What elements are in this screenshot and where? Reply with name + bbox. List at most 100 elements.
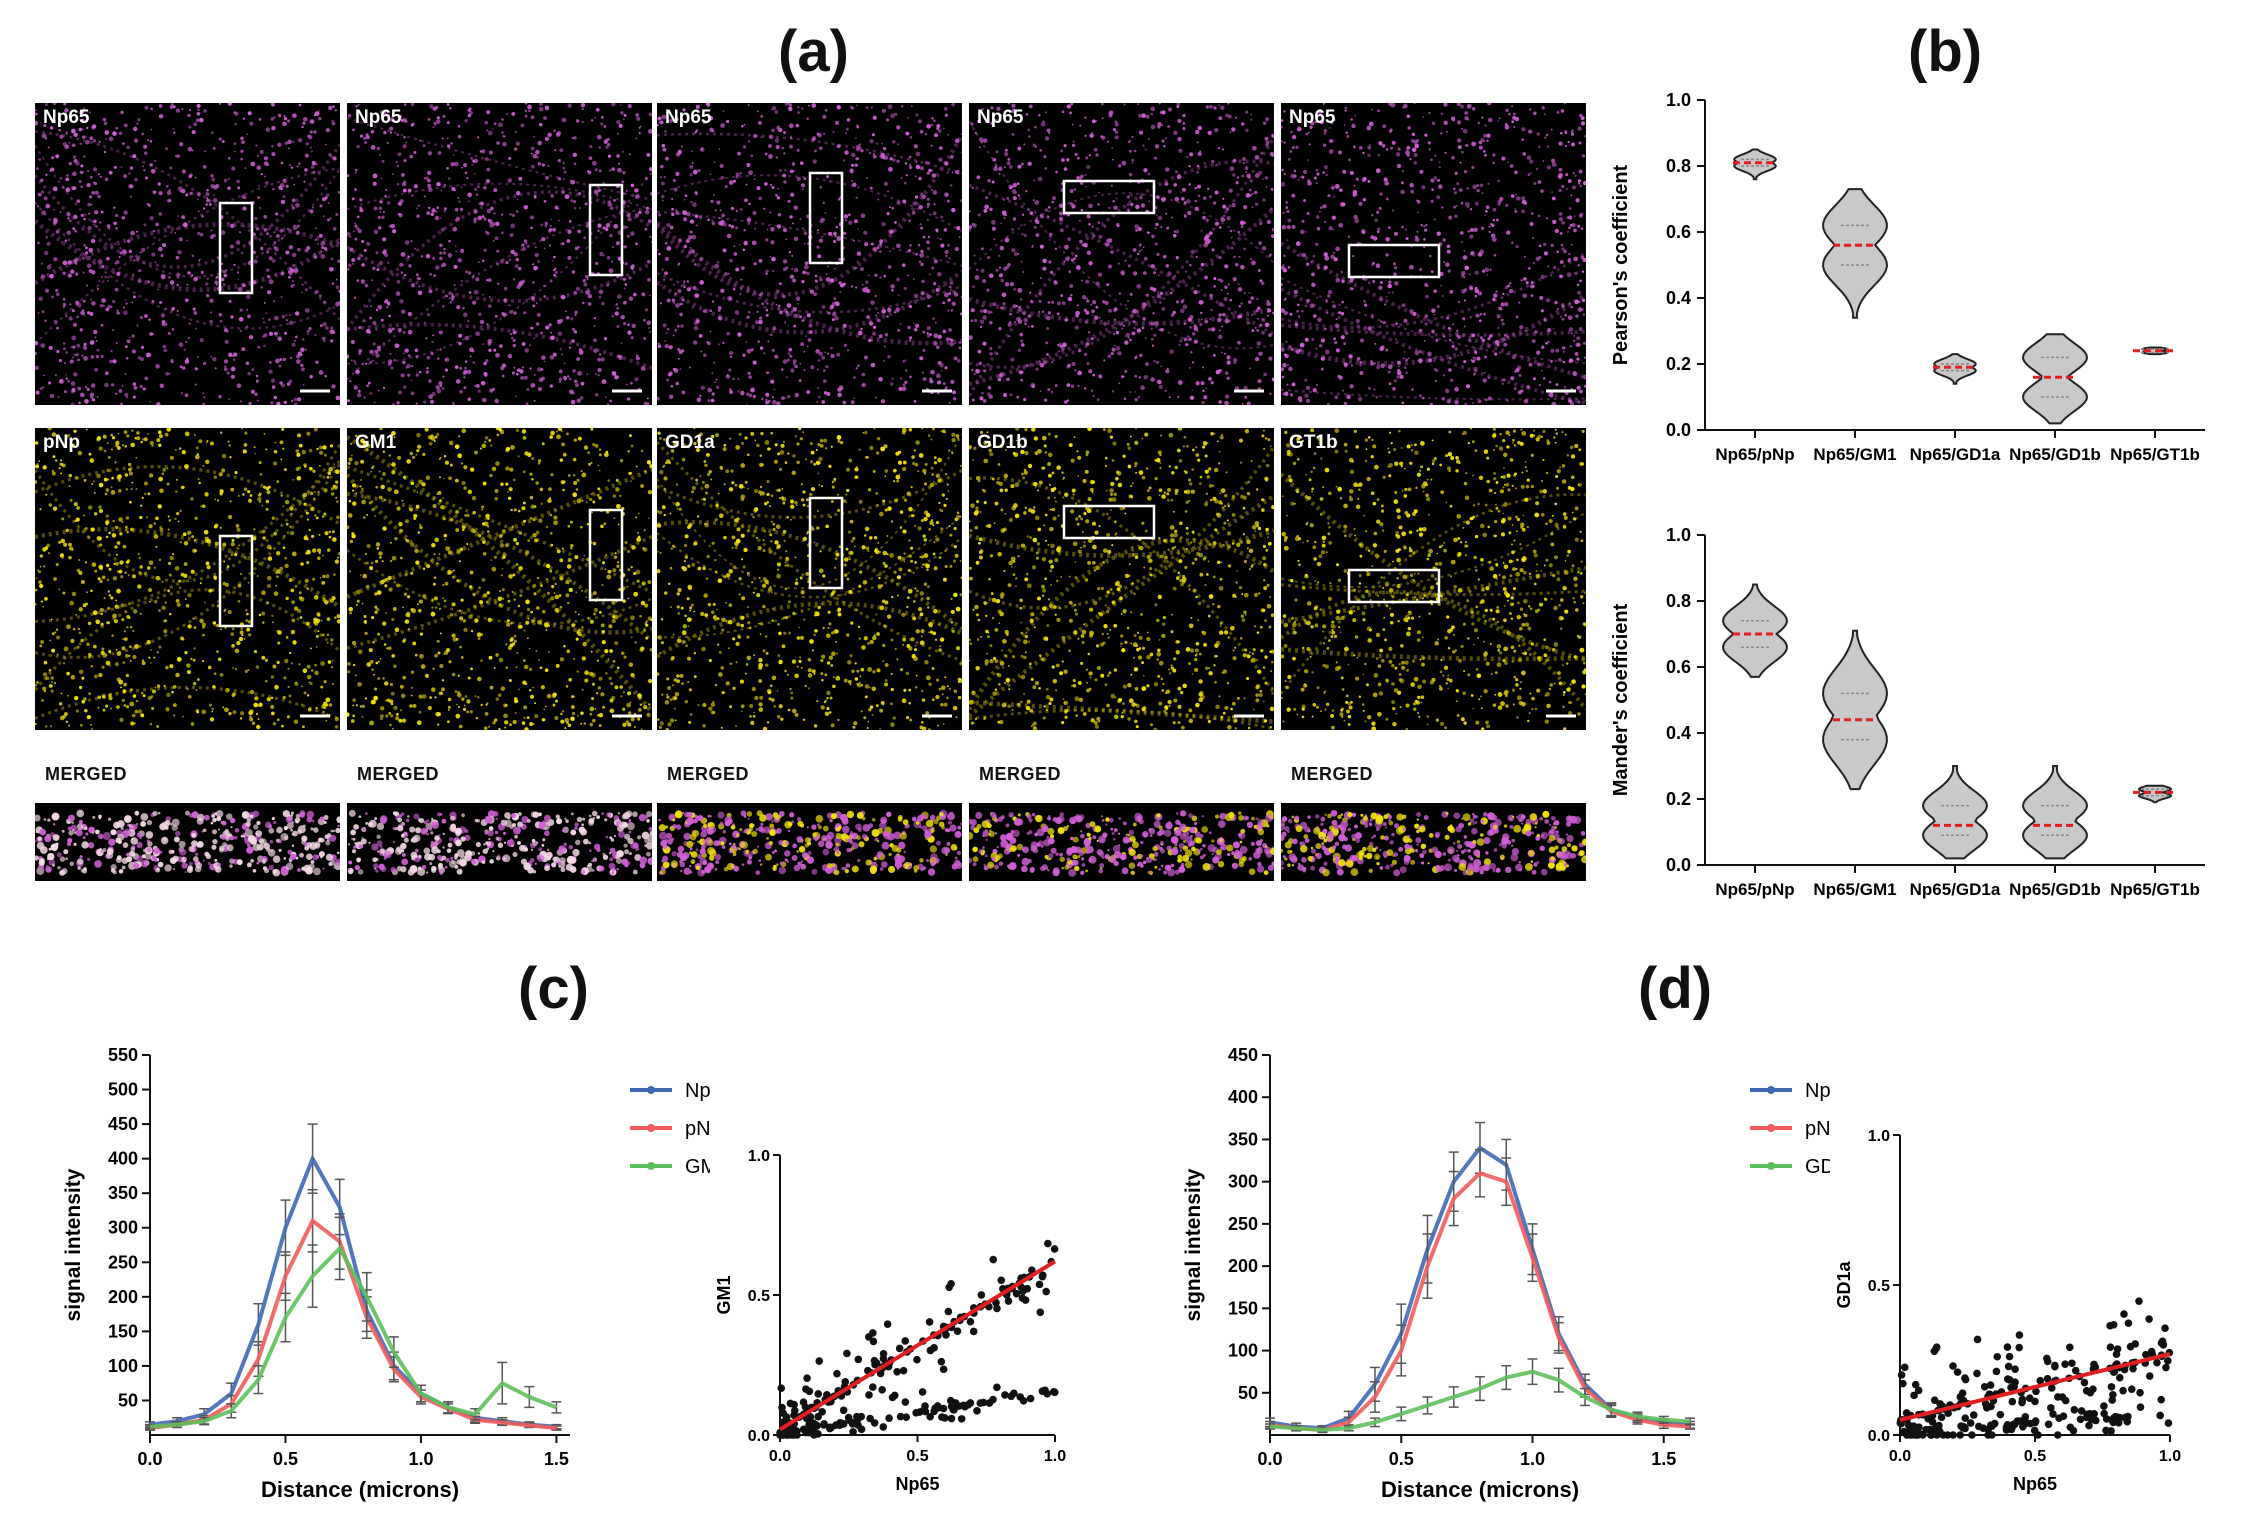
scatter-point <box>993 1383 1001 1392</box>
x-tick-label: 0.0 <box>1257 1449 1282 1469</box>
scatter-point <box>2021 1416 2029 1425</box>
np65-label: Np65 <box>977 107 1024 128</box>
violin-np65-gm1 <box>1822 629 1888 791</box>
np65-label: Np65 <box>43 107 90 128</box>
scatter-point <box>902 1413 911 1421</box>
scatter-point <box>2026 1419 2035 1428</box>
scatter-point <box>2107 1383 2116 1391</box>
scatter-point <box>782 1413 791 1421</box>
scatter-point <box>857 1425 866 1434</box>
scatter-point <box>2100 1402 2108 1410</box>
y-tick-label: 1.0 <box>1666 525 1691 545</box>
axes: 50 100 150 200 250 300 350 400 450 0.0 0.5 1.0 1.5 Di… <box>1182 1045 1690 1502</box>
y-tick-label: 400 <box>108 1149 138 1169</box>
gt1b-label: GT1b <box>1289 432 1338 453</box>
scatter-point <box>2061 1396 2070 1405</box>
scatter-point <box>1969 1411 1978 1419</box>
x-tick-label: Np65/GD1b <box>2009 445 2101 464</box>
scatter-point <box>930 1344 938 1352</box>
series-pnp <box>145 1188 562 1431</box>
scatter-point <box>2049 1410 2057 1418</box>
y-axis-label: GD1a <box>1834 1261 1854 1309</box>
scatter-point <box>2109 1390 2117 1399</box>
scatter-point <box>939 1404 948 1413</box>
np65-image: Np65 <box>969 103 1274 405</box>
y-tick-label: 100 <box>108 1356 138 1376</box>
scatter-point <box>2015 1331 2024 1339</box>
legend-label: pNp <box>1805 1118 1830 1140</box>
y-tick-label: 450 <box>108 1114 138 1134</box>
scatter-point <box>1996 1410 2005 1419</box>
scatter-point <box>869 1329 877 1337</box>
axes: 0.0 0.2 0.4 0.6 0.8 1.0 Mander's coefficient <box>1610 525 2205 875</box>
scatter-point <box>2119 1386 2127 1395</box>
series-line-np65 <box>149 1153 557 1429</box>
scatter-point <box>2015 1343 2023 1352</box>
scatter-point <box>899 1366 908 1375</box>
legend-marker <box>647 1162 655 1170</box>
regression-line <box>1899 1352 2171 1422</box>
scatter-point <box>1924 1415 1933 1423</box>
scatter-point <box>779 1431 788 1439</box>
x-tick-label: 0.0 <box>1889 1448 1911 1465</box>
scatter-point <box>814 1390 823 1398</box>
scatter-point <box>2116 1414 2124 1422</box>
scatter-point <box>895 1344 904 1353</box>
scatter-point <box>973 1407 981 1415</box>
x-tick-label: Np65/GT1b <box>2110 445 2200 464</box>
x-axis-label: Distance (microns) <box>261 1477 459 1502</box>
scatter-point <box>2153 1358 2161 1367</box>
scatter-point <box>1966 1419 1975 1427</box>
scatter-point <box>2043 1354 2051 1363</box>
scatter-point <box>2162 1363 2170 1372</box>
panel-title-a: (a) <box>778 19 849 84</box>
scatter-point <box>997 1276 1006 1285</box>
y-axis-label: Pearson's coefficient <box>1610 164 1632 365</box>
scatter-point <box>865 1391 873 1399</box>
scatter-point <box>879 1349 888 1358</box>
scatter-point <box>921 1402 929 1410</box>
scatter-point <box>806 1413 815 1421</box>
scatter-point <box>957 1415 966 1423</box>
x-tick-label: 1.0 <box>408 1449 433 1469</box>
x-tick-label: 1.0 <box>1520 1449 1545 1469</box>
scatter-point <box>953 1327 962 1335</box>
legend-label: Np65 <box>1805 1080 1830 1102</box>
y-tick-label: 0.4 <box>1666 723 1691 743</box>
scatter-point <box>1004 1297 1013 1305</box>
scatter-point <box>947 1279 955 1288</box>
scatter-point <box>2109 1321 2118 1329</box>
scatter-point <box>2115 1373 2124 1382</box>
series-line-pnp <box>1269 1170 1691 1432</box>
scatter-point <box>827 1423 836 1432</box>
violin-np65-gt1b <box>2137 784 2173 804</box>
scatter-point <box>2106 1343 2115 1352</box>
scatter-points <box>776 1239 1059 1439</box>
y-axis-label: signal intensity <box>62 1168 85 1321</box>
scatter-point <box>2164 1357 2172 1365</box>
y-tick-label: 0.5 <box>1868 1278 1890 1295</box>
pnp-label: pNp <box>43 432 80 453</box>
scatter-point <box>815 1357 824 1365</box>
scatter-point <box>2164 1419 2173 1427</box>
scatter-point <box>799 1398 808 1407</box>
scatter-point <box>946 1396 955 1405</box>
scatter-point <box>1973 1335 1982 1344</box>
scatter-point <box>1902 1409 1911 1417</box>
scatter-point <box>901 1337 910 1345</box>
merged-label: MERGED <box>667 764 750 784</box>
scatter-point <box>1949 1362 1957 1370</box>
scatter-point <box>1968 1431 1976 1439</box>
merged-label: MERGED <box>979 764 1062 784</box>
scatter-point <box>2032 1387 2040 1396</box>
scatter-point <box>2059 1412 2068 1420</box>
axes: 0.0 0.5 1.0 0.0 0.5 1.0 Np65 GD1a <box>1834 1128 2181 1494</box>
scatter-point <box>870 1356 879 1365</box>
y-tick-label: 50 <box>1238 1383 1258 1403</box>
scatter-point <box>2011 1420 2019 1429</box>
scatter-point <box>926 1412 934 1421</box>
np65-image: Np65 <box>1281 103 1586 405</box>
series-line-pnp <box>149 1217 557 1431</box>
scatter-point <box>878 1385 886 1394</box>
scatter-point <box>2157 1395 2166 1404</box>
